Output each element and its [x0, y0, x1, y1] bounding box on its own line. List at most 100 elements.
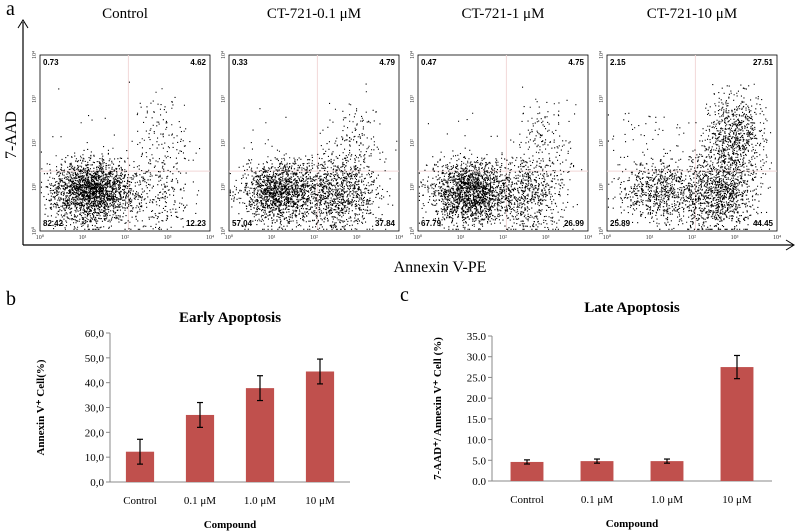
y-tick-label: 10⁴	[221, 51, 227, 59]
quadrant-lower-right-value: 26.99	[564, 219, 585, 228]
y-tick-label: 10³	[221, 95, 227, 103]
quadrant-upper-right-value: 27.51	[753, 58, 774, 67]
chart-title: Early Apoptosis	[179, 310, 281, 326]
y-tick-label: 0,0	[90, 477, 104, 489]
y-tick-label: 10¹	[32, 183, 38, 191]
quadrant-lower-left-value: 82.42	[43, 219, 64, 228]
early-apoptosis-chart: Early Apoptosis 0,0 10,0 20,0 30,0 40,0 50,0 60…	[35, 310, 350, 531]
y-tick-label: 10¹	[221, 183, 227, 191]
y-tick-label: 0.0	[472, 476, 486, 488]
panel-label-b: b	[6, 288, 16, 310]
quadrant-lower-right-value: 37.84	[375, 219, 396, 228]
scatter-dots	[418, 86, 583, 230]
y-tick-label: 10¹	[410, 183, 416, 191]
bar	[245, 388, 275, 482]
x-tick-label: 10²	[121, 235, 129, 241]
x-tick-label: 1.0 μM	[244, 495, 276, 507]
quadrant-lower-right-value: 12.23	[186, 219, 207, 228]
bar	[580, 461, 614, 481]
y-tick-label: 50,0	[85, 353, 105, 365]
scatter-points	[40, 81, 201, 230]
plot-frame	[228, 54, 400, 232]
plot-title: CT-721-1 μM	[462, 6, 545, 22]
scatter-dots	[607, 83, 772, 230]
y-tick-label: 10²	[410, 139, 416, 147]
x-tick-label: 10¹	[646, 235, 654, 241]
y-tick-label: 25.0	[467, 372, 487, 384]
x-tick-label: 10 μM	[305, 495, 335, 507]
scatter-points	[418, 86, 583, 230]
quadrant-upper-right-value: 4.62	[190, 58, 206, 67]
x-tick-label: 10⁰	[225, 234, 234, 241]
plot-frame	[417, 54, 589, 232]
x-tick-label: 10³	[353, 235, 361, 241]
y-axis-label: 7-AAD	[3, 111, 20, 159]
x-tick-label: 10³	[542, 235, 550, 241]
chart-title: Late Apoptosis	[584, 300, 680, 316]
x-tick-label: Control	[510, 494, 544, 506]
panel-label-c: c	[400, 284, 409, 306]
y-tick-label: 10⁰	[598, 226, 605, 235]
scatter-dots	[229, 83, 398, 230]
quadrant-lower-right-value: 44.45	[753, 219, 774, 228]
x-tick-label: 10³	[731, 235, 739, 241]
x-tick-label: 0.1 μM	[184, 495, 216, 507]
x-tick-label: 10¹	[268, 235, 276, 241]
bar	[720, 367, 754, 481]
x-tick-label: 10²	[688, 235, 696, 241]
x-tick-label: 10⁴	[773, 235, 781, 241]
plot-title: CT-721-0.1 μM	[267, 6, 361, 22]
bar	[305, 371, 335, 482]
y-tick-label: 5.0	[472, 455, 486, 467]
plot-title: CT-721-10 μM	[647, 6, 737, 22]
x-tick-label: 10²	[310, 235, 318, 241]
scatter-dots	[40, 81, 201, 230]
x-tick-label: 10⁴	[584, 235, 592, 241]
y-tick-label: 15.0	[467, 414, 487, 426]
x-axis-label: Annexin V-PE	[394, 259, 487, 276]
x-tick-label: 10²	[499, 235, 507, 241]
y-tick-label: 10³	[599, 95, 605, 103]
y-tick-label: 60,0	[85, 328, 105, 340]
y-tick-label: 10.0	[467, 435, 487, 447]
y-tick-label: 10⁰	[31, 226, 38, 235]
panel-label-a: a	[6, 0, 15, 20]
y-tick-label: 10¹	[599, 183, 605, 191]
late-apoptosis-chart: Late Apoptosis 0.0 5.0 10.0 15.0 20.0 25.0 30.0…	[432, 300, 772, 530]
y-tick-label: 40,0	[85, 378, 105, 390]
y-axis-label: 7-AAD⁺/ Annexin V⁺ Cell (%)	[432, 337, 444, 480]
y-tick-label: 35.0	[467, 331, 487, 343]
bar	[650, 461, 684, 481]
y-tick-label: 10²	[599, 139, 605, 147]
x-tick-label: 10¹	[79, 235, 87, 241]
arrow-head-icon	[17, 19, 29, 29]
plot-title: Control	[102, 6, 148, 22]
y-tick-label: 20,0	[85, 427, 105, 439]
quadrant-upper-right-value: 4.75	[568, 58, 584, 67]
quadrant-lower-left-value: 25.89	[610, 219, 631, 228]
arrow-head-icon	[785, 239, 795, 251]
y-tick-label: 10³	[410, 95, 416, 103]
scatter-points	[229, 83, 398, 230]
y-axis-label: Annexin V⁺ Cell(%)	[35, 359, 47, 455]
quadrant-upper-left-value: 2.15	[610, 58, 626, 67]
quadrant-upper-left-value: 0.73	[43, 58, 59, 67]
y-tick-label: 10⁰	[409, 226, 416, 235]
y-tick-label: 10⁴	[410, 51, 416, 59]
bar	[510, 461, 544, 481]
y-tick-label: 10²	[32, 139, 38, 147]
quadrant-lower-left-value: 67.79	[421, 219, 442, 228]
x-tick-label: Control	[123, 495, 157, 507]
y-tick-label: 30,0	[85, 403, 105, 415]
quadrant-upper-left-value: 0.47	[421, 58, 437, 67]
y-tick-label: 10²	[221, 139, 227, 147]
x-tick-label: 10³	[164, 235, 172, 241]
x-axis-label: Compound	[606, 518, 659, 530]
y-tick-label: 10⁴	[599, 51, 605, 59]
quadrant-upper-left-value: 0.33	[232, 58, 248, 67]
x-tick-label: 0.1 μM	[581, 494, 613, 506]
plot-frame	[39, 54, 211, 232]
y-tick-label: 10,0	[85, 452, 105, 464]
flow-cytometry-panel: 7-AAD Annexin V-PE Control 0.73 4.62 82.42 12.…	[3, 6, 795, 276]
